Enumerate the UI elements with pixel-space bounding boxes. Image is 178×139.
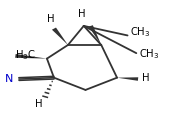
Text: H$_3$C: H$_3$C [15, 48, 35, 62]
Text: CH$_3$: CH$_3$ [139, 47, 159, 61]
Text: N: N [5, 74, 13, 84]
Text: H: H [142, 73, 149, 83]
Polygon shape [52, 28, 68, 45]
Polygon shape [89, 25, 101, 45]
Text: H: H [35, 99, 43, 109]
Polygon shape [117, 77, 138, 81]
Text: H: H [78, 9, 86, 19]
Text: H: H [47, 14, 54, 24]
Polygon shape [15, 54, 47, 59]
Text: CH$_3$: CH$_3$ [130, 25, 151, 39]
